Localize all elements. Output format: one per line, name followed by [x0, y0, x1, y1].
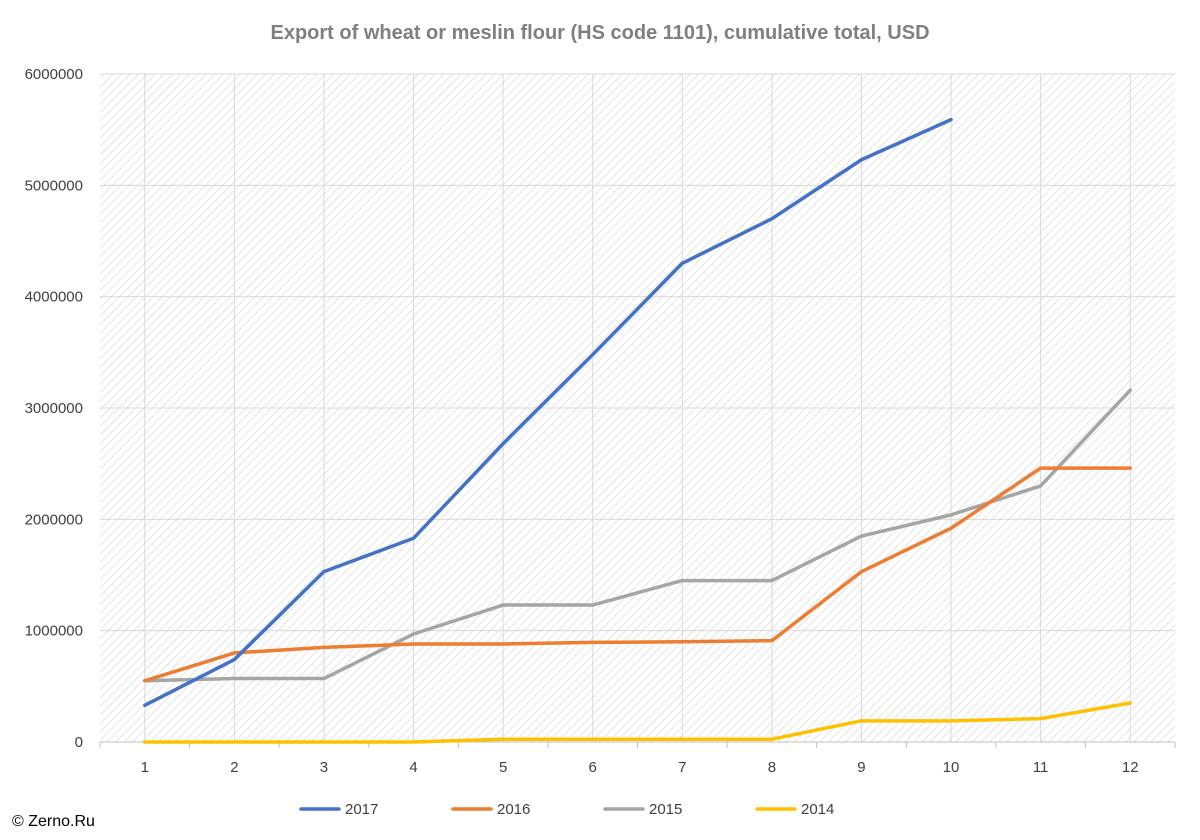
- x-tick-label: 3: [320, 759, 328, 776]
- y-tick-label: 0: [75, 734, 83, 751]
- series-line-2015: [143, 388, 1132, 683]
- y-tick-label: 6000000: [25, 66, 83, 83]
- series-lines: [143, 117, 1132, 744]
- x-tick-label: 1: [141, 759, 149, 776]
- x-tick-label: 4: [409, 759, 417, 776]
- x-tick-label: 8: [768, 759, 776, 776]
- x-tick-label: 11: [1033, 759, 1049, 776]
- y-tick-label: 4000000: [25, 289, 83, 306]
- legend-label-2014: 2014: [801, 801, 834, 818]
- legend-label-2015: 2015: [649, 801, 682, 818]
- legend-label-2017: 2017: [345, 801, 378, 818]
- y-tick-label: 2000000: [25, 511, 83, 528]
- y-axis-ticks: 0 1000000 2000000 3000000 4000000 5000000 6000…: [25, 66, 83, 751]
- series-line-2014: [143, 701, 1132, 744]
- legend: 2017 2016 2015 2014: [299, 801, 834, 818]
- series-line-2017: [143, 117, 953, 708]
- x-tick-label: 2: [230, 759, 238, 776]
- x-tick-label: 6: [589, 759, 597, 776]
- gridlines: [100, 73, 1175, 742]
- x-tick-label: 5: [499, 759, 507, 776]
- legend-label-2016: 2016: [497, 801, 530, 818]
- x-tick-label: 12: [1122, 759, 1139, 776]
- y-tick-label: 3000000: [25, 400, 83, 417]
- x-tick-label: 9: [857, 759, 865, 776]
- x-axis-ticks: 1 2 3 4 5 6 7 8 9 10 11 12: [99, 742, 1176, 776]
- x-tick-label: 10: [943, 759, 960, 776]
- series-line-2016: [143, 466, 1132, 683]
- copyright-text: © Zerno.Ru: [12, 813, 95, 830]
- chart-title: Export of wheat or meslin flour (HS code…: [270, 22, 929, 44]
- y-tick-label: 5000000: [25, 177, 83, 194]
- y-tick-label: 1000000: [25, 623, 83, 640]
- x-tick-label: 7: [678, 759, 686, 776]
